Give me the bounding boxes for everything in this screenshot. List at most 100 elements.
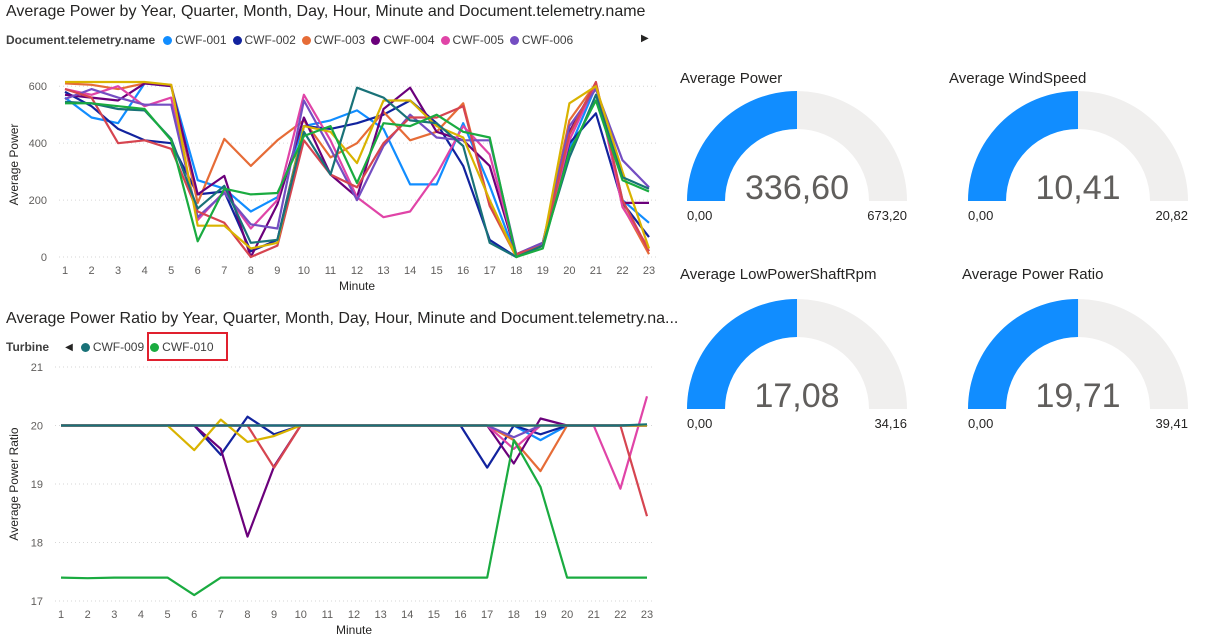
y-tick-label: 200 — [29, 195, 47, 207]
x-tick-label: 10 — [295, 609, 307, 621]
highlight-box — [147, 332, 228, 361]
x-tick-label: 14 — [401, 609, 413, 621]
x-tick-label: 7 — [218, 609, 224, 621]
x-tick-label: 5 — [164, 609, 170, 621]
gauge-title: Average WindSpeed — [949, 70, 1086, 87]
x-tick-label: 8 — [244, 609, 250, 621]
legend-item[interactable]: CWF-009 — [80, 340, 145, 354]
gauge-value: 10,41 — [1035, 169, 1120, 207]
x-tick-label: 9 — [274, 265, 280, 277]
chevron-left-icon[interactable]: ◀ — [65, 341, 73, 353]
legend-label: CWF-001 — [175, 33, 227, 47]
x-tick-label: 22 — [614, 609, 626, 621]
y-tick-label: 21 — [31, 362, 43, 374]
x-tick-label: 23 — [641, 609, 653, 621]
gauge-max-label: 20,82 — [1155, 208, 1188, 223]
gauge-min-label: 0,00 — [968, 208, 993, 223]
legend-dot — [163, 35, 173, 45]
x-tick-label: 17 — [481, 609, 493, 621]
y-tick-label: 20 — [31, 421, 43, 433]
x-tick-label: 2 — [88, 265, 94, 277]
chart1-legend: Document.telemetry.name CWF-001 CWF-002 CW… — [6, 33, 579, 47]
gauge-min-label: 0,00 — [687, 208, 712, 223]
y-axis-title: Average Power — [7, 124, 21, 206]
series-line-9[interactable] — [61, 423, 648, 427]
series-line-10[interactable] — [65, 99, 650, 259]
x-tick-label: 11 — [322, 609, 333, 621]
x-axis-title: Minute — [339, 279, 375, 293]
legend-dot — [150, 342, 160, 352]
x-tick-label: 9 — [271, 609, 277, 621]
legend-item[interactable]: CWF-010 — [150, 340, 214, 354]
x-tick-label: 13 — [377, 265, 389, 277]
x-tick-label: 12 — [351, 265, 363, 277]
legend-item[interactable]: CWF-005 — [440, 33, 504, 47]
x-tick-label: 2 — [85, 609, 91, 621]
x-tick-label: 6 — [195, 265, 201, 277]
x-tick-label: 21 — [588, 609, 600, 621]
x-tick-label: 10 — [298, 265, 310, 277]
x-tick-label: 3 — [115, 265, 121, 277]
x-tick-label: 4 — [142, 265, 148, 277]
gauge-fill[interactable] — [687, 91, 797, 201]
gauge-fill[interactable] — [968, 91, 1078, 201]
legend-item[interactable]: CWF-002 — [232, 33, 296, 47]
gauge-title: Average LowPowerShaftRpm — [680, 266, 877, 283]
legend-label: CWF-004 — [383, 33, 435, 47]
series-line-8[interactable] — [65, 80, 651, 259]
x-tick-label: 5 — [168, 265, 174, 277]
x-tick-label: 11 — [325, 265, 336, 277]
legend-item[interactable]: CWF-003 — [301, 33, 365, 47]
x-tick-label: 17 — [484, 265, 496, 277]
legend-label: CWF-009 — [92, 340, 145, 354]
x-tick-label: 16 — [454, 609, 466, 621]
x-tick-label: 20 — [563, 265, 575, 277]
x-tick-label: 13 — [375, 609, 387, 621]
chart2-legend-title: Turbine — [6, 340, 50, 354]
x-tick-label: 19 — [534, 609, 546, 621]
x-tick-label: 18 — [510, 265, 522, 277]
legend-dot — [371, 35, 381, 45]
gauge-fill[interactable] — [968, 298, 1079, 409]
chart2-title: Average Power Ratio by Year, Quarter, Mo… — [6, 310, 679, 327]
legend-dot — [301, 35, 311, 45]
x-tick-label: 6 — [191, 609, 197, 621]
x-tick-label: 22 — [616, 265, 628, 277]
x-tick-label: 12 — [348, 609, 360, 621]
x-tick-label: 16 — [457, 265, 469, 277]
y-tick-label: 17 — [31, 596, 43, 608]
legend-item[interactable]: CWF-004 — [371, 33, 435, 47]
x-tick-label: 7 — [221, 265, 227, 277]
x-tick-label: 19 — [537, 265, 549, 277]
gauge-max-label: 34,16 — [874, 416, 907, 431]
gauge-min-label: 0,00 — [687, 416, 712, 431]
x-tick-label: 3 — [111, 609, 117, 621]
x-tick-label: 23 — [643, 265, 655, 277]
legend-item[interactable]: CWF-006 — [509, 33, 573, 47]
y-tick-label: 400 — [29, 138, 47, 150]
legend-dot — [509, 35, 519, 45]
chevron-right-icon[interactable]: ▶ — [641, 33, 649, 44]
series-line-7[interactable] — [64, 80, 650, 259]
gauge-min-label: 0,00 — [968, 416, 993, 431]
gauge-value: 19,71 — [1035, 377, 1120, 415]
gauge-title: Average Power — [680, 70, 782, 87]
legend-dot — [232, 35, 242, 45]
y-tick-label: 18 — [31, 538, 43, 550]
legend-item[interactable]: CWF-001 — [163, 33, 227, 47]
x-tick-label: 8 — [248, 265, 254, 277]
legend-label: CWF-005 — [452, 33, 504, 47]
series-line-10[interactable] — [60, 439, 647, 597]
legend-label: CWF-002 — [244, 33, 296, 47]
chart2-legend: Turbine ◀ CWF-009 CWF-010 — [6, 340, 220, 354]
x-axis-title: Minute — [336, 623, 372, 637]
x-tick-label: 21 — [590, 265, 602, 277]
x-tick-label: 14 — [404, 265, 416, 277]
y-tick-label: 19 — [31, 479, 43, 491]
gauge-title: Average Power Ratio — [962, 266, 1103, 283]
gauge-fill[interactable] — [687, 299, 797, 409]
x-tick-label: 4 — [138, 609, 144, 621]
